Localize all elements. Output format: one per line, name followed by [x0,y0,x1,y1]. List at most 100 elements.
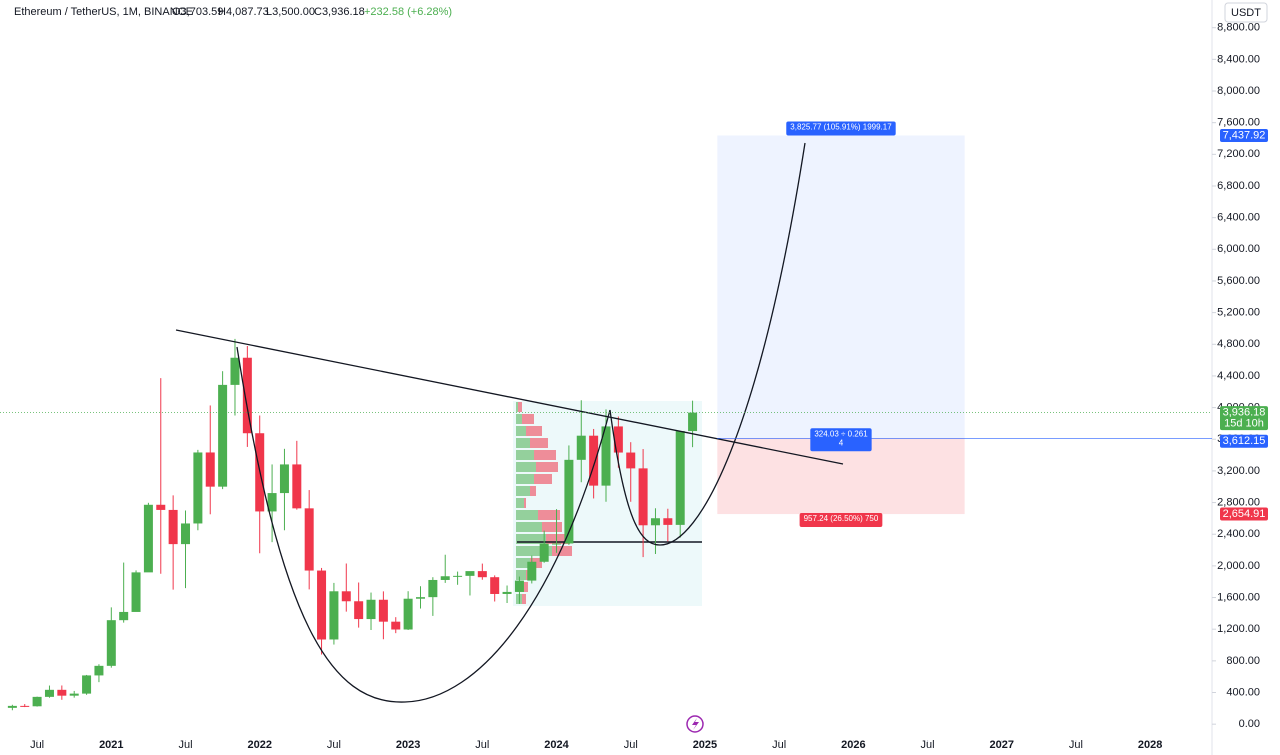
stop-label: 2,654.91 [1223,508,1266,520]
ohlc-high: H4,087.73 [218,6,269,18]
candle-body [415,597,425,599]
candle-body [552,543,562,545]
x-tick-label: Jul [772,739,786,751]
candle-body [564,459,574,544]
candle-body [601,426,611,486]
y-tick-label: 8,000.00 [1217,85,1260,97]
candle-body [304,508,314,571]
candle-body [181,523,191,545]
candle-body [688,412,698,432]
y-tick-label: 2,000.00 [1217,560,1260,572]
trendline [175,329,844,465]
target-text-box [786,121,896,136]
plot [7,135,965,711]
candle-body [650,518,660,526]
ratio-text: 4 [839,438,844,447]
candle-body [675,431,685,525]
target-label: 7,437.92 [1223,129,1266,141]
target-text: 3,825.77 (105.91%) 1999.17 [790,123,892,132]
x-tick-label: Jul [327,739,341,751]
candle-body [69,693,79,696]
entry-label: 3,612.15 [1223,435,1266,447]
candle-body [317,570,327,640]
y-tick-label: 4,800.00 [1217,338,1260,350]
y-tick-label: 4,400.00 [1217,370,1260,382]
ratio-text: 324.03 ÷ 0.261 [814,429,868,438]
candle-body [82,675,92,694]
x-tick-label: Jul [178,739,192,751]
candle-body [131,572,141,612]
x-tick-label: 2026 [841,739,865,751]
candle-body [391,621,401,630]
current-price-countdown: 15d 10h [1224,418,1264,430]
candle-body [539,543,549,562]
candle-body [490,577,500,594]
candle-body [329,591,339,640]
x-tick-label: 2025 [693,739,717,751]
target-tag [1220,129,1268,143]
ohlc-open: O3,703.59 [172,6,223,18]
handle-curve [609,142,806,546]
x-tick-label: 2022 [247,739,271,751]
candle-body [502,591,512,594]
y-tick-label: 7,600.00 [1217,117,1260,129]
y-tick-label: 0.00 [1239,718,1260,730]
currency[interactable]: USDT [1231,7,1261,19]
y-tick-label: 800.00 [1226,655,1260,667]
candle-body [106,620,116,666]
cup-curve [236,346,611,703]
candle-body [341,591,351,602]
entry-tag [1220,434,1268,448]
x-tick-label: Jul [624,739,638,751]
candle-body [230,357,240,385]
ohlc-low: L3,500.00 [266,6,315,18]
candle-body [7,705,17,708]
candle-body [663,518,673,525]
y-tick-label: 2,400.00 [1217,528,1260,540]
stop-text-box [799,513,883,528]
x-tick-label: 2027 [990,739,1014,751]
candle-body [576,435,586,460]
x-tick-label: Jul [1069,739,1083,751]
x-tick-label: Jul [30,739,44,751]
candle-body [465,571,475,576]
candle-body [589,435,599,486]
ratio-text-box [810,428,872,452]
y-tick-label: 8,400.00 [1217,53,1260,65]
candle-body [267,493,277,512]
stop-tag [1220,507,1268,521]
candle-body [218,384,228,487]
candle-body [20,705,30,707]
change: +232.58 (+6.28%) [364,6,452,18]
candle-body [378,599,388,622]
candle-body [94,665,104,676]
candle-body [440,576,450,580]
y-tick-label: 5,600.00 [1217,275,1260,287]
current-price-tag [1220,406,1268,431]
y-tick-label: 3,200.00 [1217,465,1260,477]
profit-zone [717,135,965,439]
y-tick-label: 7,200.00 [1217,148,1260,160]
candle-body [403,598,413,630]
y-tick-label: 2,800.00 [1217,496,1260,508]
x-tick-label: 2023 [396,739,420,751]
lightning-icon[interactable] [686,715,704,733]
currency-button[interactable] [1224,2,1268,23]
stop-text: 957.24 (26.50%) 750 [804,514,879,523]
y-tick-label: 6,000.00 [1217,243,1260,255]
symbol-title: Ethereum / TetherUS, 1M, BINANCE [14,6,193,18]
x-tick-label: Jul [475,739,489,751]
candle-body [168,509,178,545]
candle-body [428,579,438,598]
y-tick-label: 400.00 [1226,686,1260,698]
candle-body [514,580,524,592]
candle-body [32,696,42,707]
candle-body [613,426,623,453]
y-tick-label: 6,400.00 [1217,212,1260,224]
candle-body [626,452,636,469]
y-tick-label: 1,200.00 [1217,623,1260,635]
y-tick-label: 8,800.00 [1217,22,1260,34]
candle-body [57,689,67,696]
